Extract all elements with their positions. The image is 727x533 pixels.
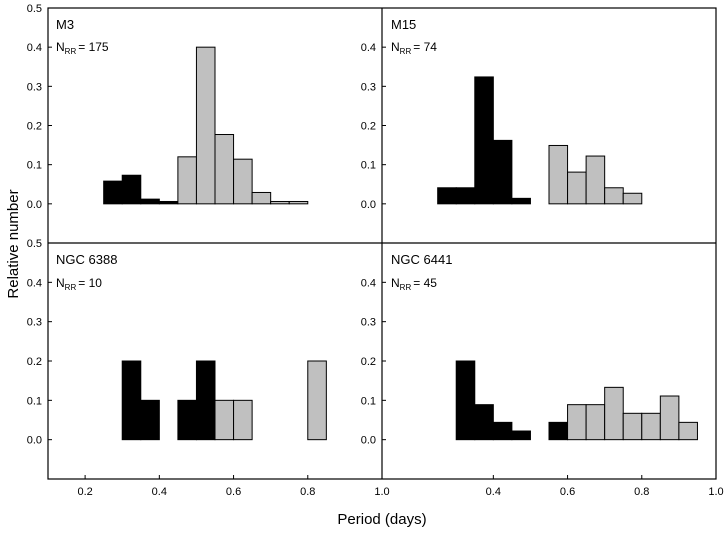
nrr-sub-m15: RR [400, 47, 412, 56]
bar-m3-9 [270, 200, 290, 205]
y-tick-label-left-top-5: 0.0 [27, 199, 42, 211]
y-tick-label-left-bottom-3: 0.2 [27, 356, 42, 368]
bar-m15-9 [622, 192, 643, 205]
bar-ngc6441-9 [641, 412, 661, 441]
nrr-label-m3: NRR = 175 [56, 40, 109, 56]
y-tick-label-left-top-1: 0.4 [27, 42, 42, 54]
bar-m3-6 [214, 134, 235, 205]
bar-ngc6441-4 [548, 421, 569, 441]
bar-ngc6441-7 [604, 386, 624, 441]
bar-ngc6388-3 [195, 360, 216, 441]
y-tick-label-mid-top-0: 0.4 [361, 42, 376, 54]
nrr-value-ngc6388: = 10 [78, 276, 102, 290]
nrr-main-m3: N [56, 40, 65, 54]
panel-title-m15: M15 [391, 17, 416, 32]
bar-m15-7 [585, 155, 606, 205]
x-tick-label-left-0: 0.2 [77, 486, 92, 498]
nrr-label-m15: NRR = 74 [391, 40, 437, 56]
y-tick-label-mid-top-3: 0.1 [361, 160, 376, 172]
x-tick-label-right-3: 1.0 [708, 486, 723, 498]
bar-m3-5 [195, 46, 216, 205]
y-tick-label-mid-top-4: 0.0 [361, 199, 376, 211]
bar-ngc6441-11 [678, 421, 698, 441]
y-tick-label-left-bottom-4: 0.1 [27, 395, 42, 407]
bar-m3-1 [121, 174, 142, 205]
y-tick-label-mid-top-1: 0.3 [361, 81, 376, 93]
panel-title-ngc6441: NGC 6441 [391, 252, 452, 267]
bar-m15-3 [492, 139, 513, 205]
chart-marks-layer: 0.5 0.4 0.3 0.2 0.1 0.0 0.5 0.4 0.3 0.2 0.1 0.0 0.4 0… [27, 3, 724, 498]
bar-m3-3 [158, 200, 179, 205]
bar-m15-0 [437, 187, 457, 205]
y-tick-label-left-top-4: 0.1 [27, 160, 42, 172]
nrr-main-ngc6388: N [56, 276, 65, 290]
x-tick-label-left-2: 0.6 [226, 486, 241, 498]
x-axis-title: Period (days) [337, 511, 426, 528]
y-tick-label-left-bottom-1: 0.4 [27, 277, 42, 289]
bar-m3-8 [251, 191, 272, 205]
x-tick-label-left-4: 1.0 [374, 486, 389, 498]
x-tick-label-right-2: 0.8 [634, 486, 649, 498]
y-tick-label-left-top-0: 0.5 [27, 3, 42, 15]
nrr-main-m15: N [391, 40, 400, 54]
nrr-value-m15: = 74 [413, 40, 437, 54]
bar-ngc6441-2 [492, 421, 513, 441]
y-tick-label-mid-bottom-3: 0.1 [361, 395, 376, 407]
nrr-sub-ngc6388: RR [65, 283, 77, 292]
y-axis-title: Relative number [5, 189, 22, 298]
nrr-sub-ngc6441: RR [400, 283, 412, 292]
bar-ngc6441-0 [455, 360, 476, 441]
nrr-value-m3: = 175 [78, 40, 109, 54]
panel-ngc6388-labels: NGC 6388 NRR = 10 [56, 252, 117, 292]
bar-ngc6441-1 [474, 404, 494, 441]
bar-ngc6388-6 [307, 360, 327, 441]
bar-ngc6441-3 [511, 430, 531, 441]
y-tick-label-left-bottom-2: 0.3 [27, 317, 42, 329]
y-tick-label-left-bottom-0: 0.5 [27, 238, 42, 250]
x-tick-label-left-3: 0.8 [300, 486, 315, 498]
bar-m3-4 [177, 156, 197, 205]
panel-m3-labels: M3 NRR = 175 [56, 17, 109, 56]
bar-ngc6441-8 [622, 412, 643, 441]
y-tick-label-mid-bottom-2: 0.2 [361, 356, 376, 368]
x-tick-label-left-1: 0.4 [152, 486, 167, 498]
bar-m15-4 [511, 197, 531, 205]
bar-ngc6441-5 [567, 404, 587, 441]
x-tick-label-right-0: 0.4 [486, 486, 501, 498]
nrr-sub-m3: RR [65, 47, 77, 56]
bar-ngc6388-0 [121, 360, 142, 441]
bar-ngc6441-6 [585, 404, 606, 441]
bar-ngc6388-2 [177, 399, 197, 441]
x-tick-label-right-1: 0.6 [560, 486, 575, 498]
nrr-label-ngc6388: NRR = 10 [56, 276, 102, 292]
panel-m15-labels: M15 NRR = 74 [391, 17, 437, 56]
bar-m15-5 [548, 144, 569, 205]
y-tick-label-left-bottom-5: 0.0 [27, 435, 42, 447]
y-tick-label-left-top-2: 0.3 [27, 81, 42, 93]
bar-m3-7 [233, 158, 253, 205]
y-tick-label-mid-bottom-0: 0.4 [361, 277, 376, 289]
nrr-main-ngc6441: N [391, 276, 400, 290]
y-tick-label-mid-bottom-1: 0.3 [361, 317, 376, 329]
y-tick-label-left-top-3: 0.2 [27, 121, 42, 133]
nrr-label-ngc6441: NRR = 45 [391, 276, 437, 292]
bar-m3-2 [140, 198, 160, 205]
y-tick-label-mid-top-2: 0.2 [361, 121, 376, 133]
panel-ngc6441-labels: NGC 6441 NRR = 45 [391, 252, 452, 292]
nrr-value-ngc6441: = 45 [413, 276, 437, 290]
bar-m15-2 [474, 76, 494, 205]
bar-ngc6388-5 [233, 399, 253, 441]
bar-m15-6 [567, 171, 587, 205]
bar-m15-8 [604, 187, 624, 205]
y-tick-label-mid-bottom-4: 0.0 [361, 435, 376, 447]
bar-m15-1 [455, 187, 476, 205]
bar-ngc6388-4 [214, 399, 235, 441]
panel-title-ngc6388: NGC 6388 [56, 252, 117, 267]
bar-m3-10 [288, 200, 309, 205]
bar-m3-0 [103, 180, 123, 205]
bar-ngc6388-1 [140, 399, 160, 441]
panel-title-m3: M3 [56, 17, 74, 32]
bar-ngc6441-10 [659, 395, 680, 441]
